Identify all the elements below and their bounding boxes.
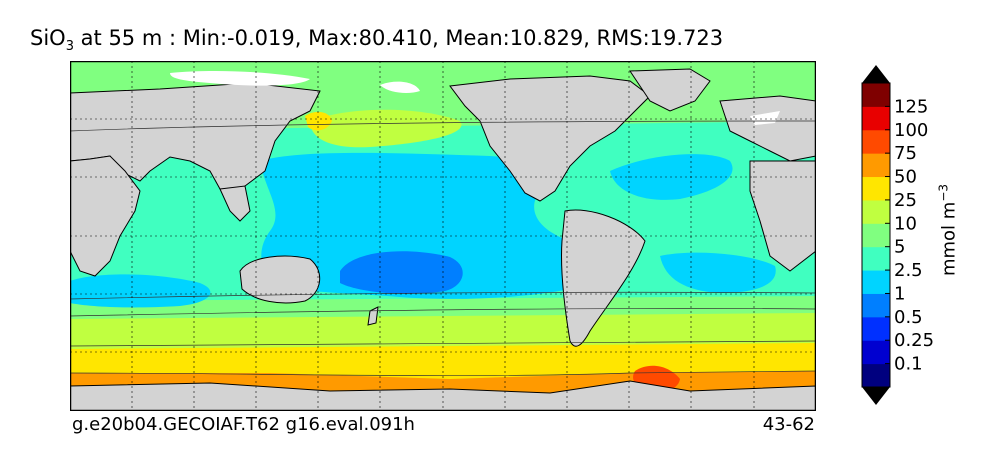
colorbar-extend-max bbox=[862, 65, 890, 83]
colorbar-segment bbox=[862, 223, 890, 248]
colorbar-tick-label: 25 bbox=[894, 190, 917, 211]
colorbar-tick-label: 0.25 bbox=[894, 330, 934, 351]
ocean-map bbox=[70, 61, 816, 411]
colorbar-segments bbox=[861, 65, 891, 405]
colorbar-tick-label: 100 bbox=[894, 120, 928, 141]
pacific-blue-patch bbox=[340, 251, 463, 294]
colorbar-segment bbox=[862, 293, 890, 318]
missing-arctic-east bbox=[380, 81, 420, 93]
pacific-cyan bbox=[260, 152, 584, 299]
colorbar-tick-label: 1 bbox=[894, 283, 905, 304]
plot-title: SiO3 at 55 m : Min:-0.019, Max:80.410, M… bbox=[30, 26, 724, 55]
colorbar-segment bbox=[862, 270, 890, 294]
colorbar-label: mmol m−3 bbox=[936, 183, 960, 277]
map-frame bbox=[70, 61, 816, 411]
land-south-america bbox=[561, 209, 646, 347]
bering-yellow bbox=[305, 111, 332, 131]
colorbar-frame bbox=[861, 82, 891, 388]
colorbar-segment bbox=[862, 199, 890, 224]
missing-labrador bbox=[750, 111, 780, 125]
colorbar-tick-label: 10 bbox=[894, 213, 917, 234]
colorbar-tick-label: 0.5 bbox=[894, 307, 923, 328]
map-grid bbox=[70, 61, 816, 411]
land-new-zealand bbox=[367, 306, 379, 326]
colorbar-tick-label: 125 bbox=[894, 96, 928, 117]
colorbar-tick-label: 75 bbox=[894, 143, 917, 164]
colorbar-segment bbox=[862, 176, 890, 201]
colorbar-segment bbox=[862, 246, 890, 271]
land bbox=[70, 68, 816, 411]
land-greenland bbox=[629, 68, 711, 112]
colorbar-extend-min bbox=[862, 387, 890, 405]
footer-years: 43-62 bbox=[762, 414, 815, 435]
colorbar-tick-label: 0.1 bbox=[894, 354, 923, 375]
colorbar-segment bbox=[862, 363, 890, 388]
footer-case-name: g.e20b04.GECOIAF.T62 g16.eval.091h bbox=[72, 414, 415, 435]
band-southern-yellow bbox=[70, 341, 816, 379]
land-australia bbox=[239, 255, 320, 304]
colorbar-segment bbox=[862, 340, 890, 365]
colorbar-tick-label: 5 bbox=[894, 237, 905, 258]
land-north-america bbox=[449, 75, 651, 202]
colorbar-tick-label: 2.5 bbox=[894, 260, 923, 281]
missing-data bbox=[170, 71, 780, 125]
land-africa bbox=[70, 155, 141, 277]
colorbar-segment bbox=[862, 83, 890, 107]
colorbar-segment bbox=[862, 106, 890, 131]
land-indochina bbox=[219, 185, 251, 222]
indian-cyan bbox=[70, 274, 211, 308]
north-pacific-chartreuse bbox=[310, 109, 462, 148]
colorbar-segment bbox=[862, 153, 890, 178]
land-africa-east bbox=[749, 160, 816, 272]
atlantic-cyan-south bbox=[660, 252, 776, 293]
colorbar-segment bbox=[862, 316, 890, 341]
colorbar-tick-label: 50 bbox=[894, 167, 917, 188]
missing-arctic bbox=[170, 71, 310, 86]
colorbar-segment bbox=[862, 129, 890, 154]
band-south-chartreuse bbox=[70, 309, 816, 349]
